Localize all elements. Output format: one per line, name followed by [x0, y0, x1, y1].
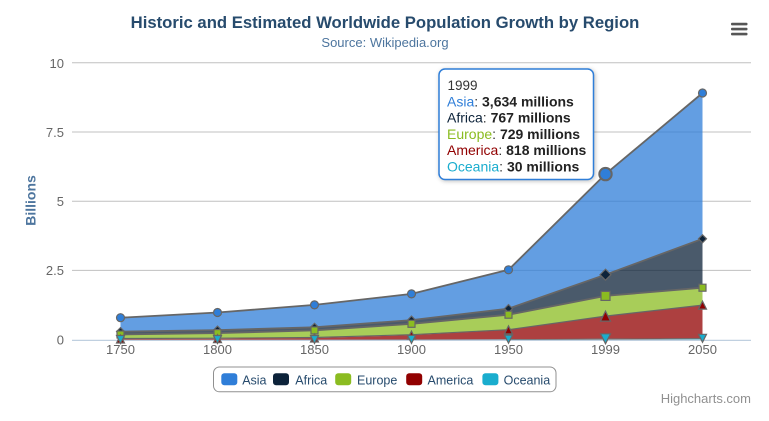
- svg-text:Asia: Asia: [242, 373, 266, 387]
- svg-text:1950: 1950: [494, 342, 523, 357]
- svg-text:Highcharts.com: Highcharts.com: [661, 391, 751, 406]
- svg-text:Billions: Billions: [23, 175, 39, 226]
- svg-text:1750: 1750: [106, 342, 135, 357]
- svg-text:1999: 1999: [591, 342, 620, 357]
- svg-text:Africa: 767 millions: Africa: 767 millions: [447, 110, 571, 126]
- svg-text:2050: 2050: [688, 342, 717, 357]
- svg-text:Europe: 729 millions: Europe: 729 millions: [447, 126, 580, 142]
- svg-text:5: 5: [57, 194, 64, 209]
- svg-text:7.5: 7.5: [46, 125, 64, 140]
- svg-text:Europe: Europe: [357, 373, 397, 387]
- svg-text:America: 818 millions: America: 818 millions: [447, 142, 586, 158]
- svg-text:10: 10: [50, 56, 64, 71]
- svg-text:Oceania: Oceania: [504, 373, 551, 387]
- svg-text:1800: 1800: [203, 342, 232, 357]
- svg-text:2.5: 2.5: [46, 263, 64, 278]
- svg-text:Oceania: 30 millions: Oceania: 30 millions: [447, 158, 580, 174]
- svg-text:Historic and Estimated Worldwi: Historic and Estimated Worldwide Populat…: [131, 13, 640, 32]
- svg-text:Africa: Africa: [295, 373, 327, 387]
- svg-text:Asia: 3,634 millions: Asia: 3,634 millions: [447, 94, 574, 110]
- svg-text:1999: 1999: [448, 78, 478, 93]
- svg-text:Source: Wikipedia.org: Source: Wikipedia.org: [321, 35, 448, 50]
- svg-text:America: America: [428, 373, 474, 387]
- svg-text:1850: 1850: [300, 342, 329, 357]
- svg-text:1900: 1900: [397, 342, 426, 357]
- svg-text:0: 0: [57, 333, 64, 348]
